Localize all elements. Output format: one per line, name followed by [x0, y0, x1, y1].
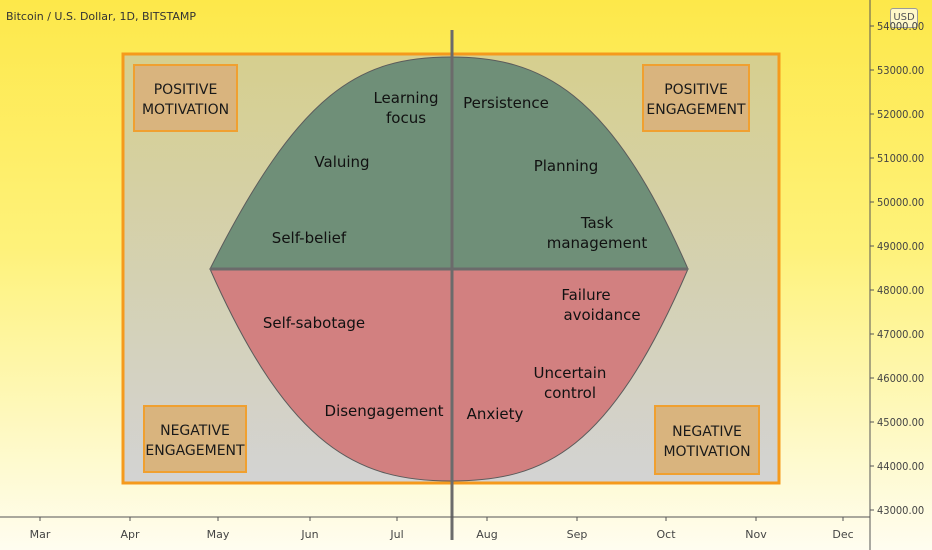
lower-label: Uncertain — [534, 364, 607, 382]
quadrant-box-negative-motivation — [654, 405, 760, 475]
price-tick-label: 49000.00 — [877, 240, 924, 253]
time-tick-label: Oct — [656, 528, 676, 541]
lower-label: Failure — [561, 286, 610, 304]
quadrant-box-positive-engagement — [642, 64, 750, 132]
upper-label: management — [547, 234, 648, 252]
lower-label: Self-sabotage — [263, 314, 365, 332]
time-tick-label: Jul — [389, 528, 403, 541]
quadrant-box-label: ENGAGEMENT — [646, 102, 746, 118]
upper-label: Planning — [534, 157, 599, 175]
time-tick-label: Sep — [567, 528, 588, 541]
upper-label: focus — [386, 109, 426, 127]
price-tick-label: 53000.00 — [877, 64, 924, 77]
time-tick-label: Aug — [476, 528, 497, 541]
quadrant-box-label: POSITIVE — [664, 82, 728, 98]
time-tick-label: Apr — [120, 528, 140, 541]
upper-label: Task — [580, 214, 614, 232]
time-tick-label: Mar — [30, 528, 51, 541]
price-tick-label: 46000.00 — [877, 372, 924, 385]
upper-label: Self-belief — [272, 229, 347, 247]
price-tick-label: 47000.00 — [877, 328, 924, 341]
price-tick-label: 50000.00 — [877, 196, 924, 209]
time-tick-label: Jun — [300, 528, 318, 541]
currency-badge[interactable]: USD — [890, 8, 918, 28]
price-tick-label: 52000.00 — [877, 108, 924, 121]
lower-label: control — [544, 384, 596, 402]
upper-label: Persistence — [463, 94, 549, 112]
time-tick-label: Dec — [832, 528, 853, 541]
quadrant-box-negative-engagement — [143, 405, 247, 473]
price-tick-label: 43000.00 — [877, 504, 924, 517]
quadrant-box-positive-motivation — [133, 64, 238, 132]
time-tick-label: May — [207, 528, 230, 541]
price-tick-label: 44000.00 — [877, 460, 924, 473]
time-tick-label: Nov — [745, 528, 767, 541]
quadrant-box-label: NEGATIVE — [160, 423, 230, 439]
upper-label: Valuing — [314, 153, 369, 171]
lower-label: avoidance — [563, 306, 640, 324]
price-tick-label: 51000.00 — [877, 152, 924, 165]
symbol-title: Bitcoin / U.S. Dollar, 1D, BITSTAMP — [6, 10, 196, 23]
quadrant-box-label: POSITIVE — [154, 82, 218, 98]
price-tick-label: 48000.00 — [877, 284, 924, 297]
price-tick-label: 45000.00 — [877, 416, 924, 429]
quadrant-box-label: MOTIVATION — [663, 444, 750, 460]
upper-label: Learning — [373, 89, 438, 107]
quadrant-box-label: ENGAGEMENT — [145, 443, 245, 459]
lower-label: Anxiety — [467, 405, 524, 423]
quadrant-box-label: MOTIVATION — [142, 102, 229, 118]
lower-label: Disengagement — [325, 402, 444, 420]
quadrant-box-label: NEGATIVE — [672, 424, 742, 440]
price-tick-label: 54000.00 — [877, 20, 924, 33]
